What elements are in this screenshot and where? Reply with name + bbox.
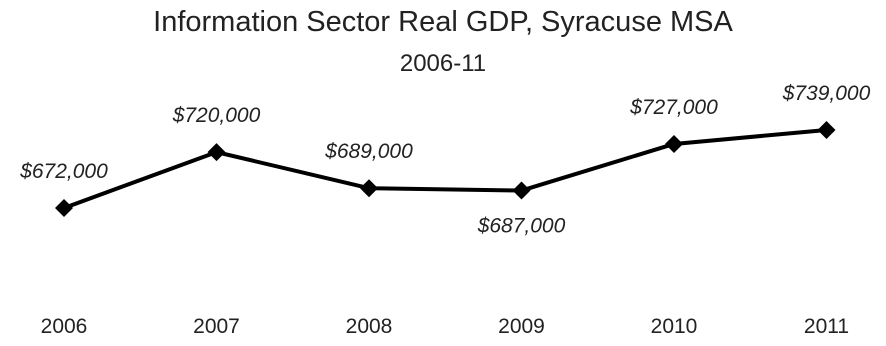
data-label-2008: $689,000	[324, 140, 413, 163]
data-point-2008	[360, 179, 378, 198]
data-point-2011	[817, 121, 836, 139]
x-tick-label-2009: 2009	[498, 315, 545, 338]
x-tick-label-2011: 2011	[804, 315, 849, 338]
x-tick-label-2006: 2006	[41, 315, 88, 338]
data-point-2006	[55, 199, 73, 217]
chart-title: Information Sector Real GDP, Syracuse MS…	[153, 6, 733, 38]
data-point-2009	[512, 181, 531, 200]
data-label-2010: $727,000	[629, 96, 718, 119]
chart-subtitle: 2006-11	[399, 50, 487, 77]
x-tick-label-2008: 2008	[346, 315, 393, 338]
series-line	[63, 128, 827, 210]
data-label-2006: $672,000	[19, 160, 108, 183]
x-tick-label-2010: 2010	[651, 315, 698, 338]
x-tick-label-2007: 2007	[193, 315, 240, 338]
data-label-2009: $687,000	[477, 215, 566, 238]
data-label-2007: $720,000	[172, 104, 261, 127]
data-point-2010	[665, 134, 683, 153]
data-point-2007	[207, 143, 226, 162]
data-label-2011: $739,000	[782, 82, 871, 105]
